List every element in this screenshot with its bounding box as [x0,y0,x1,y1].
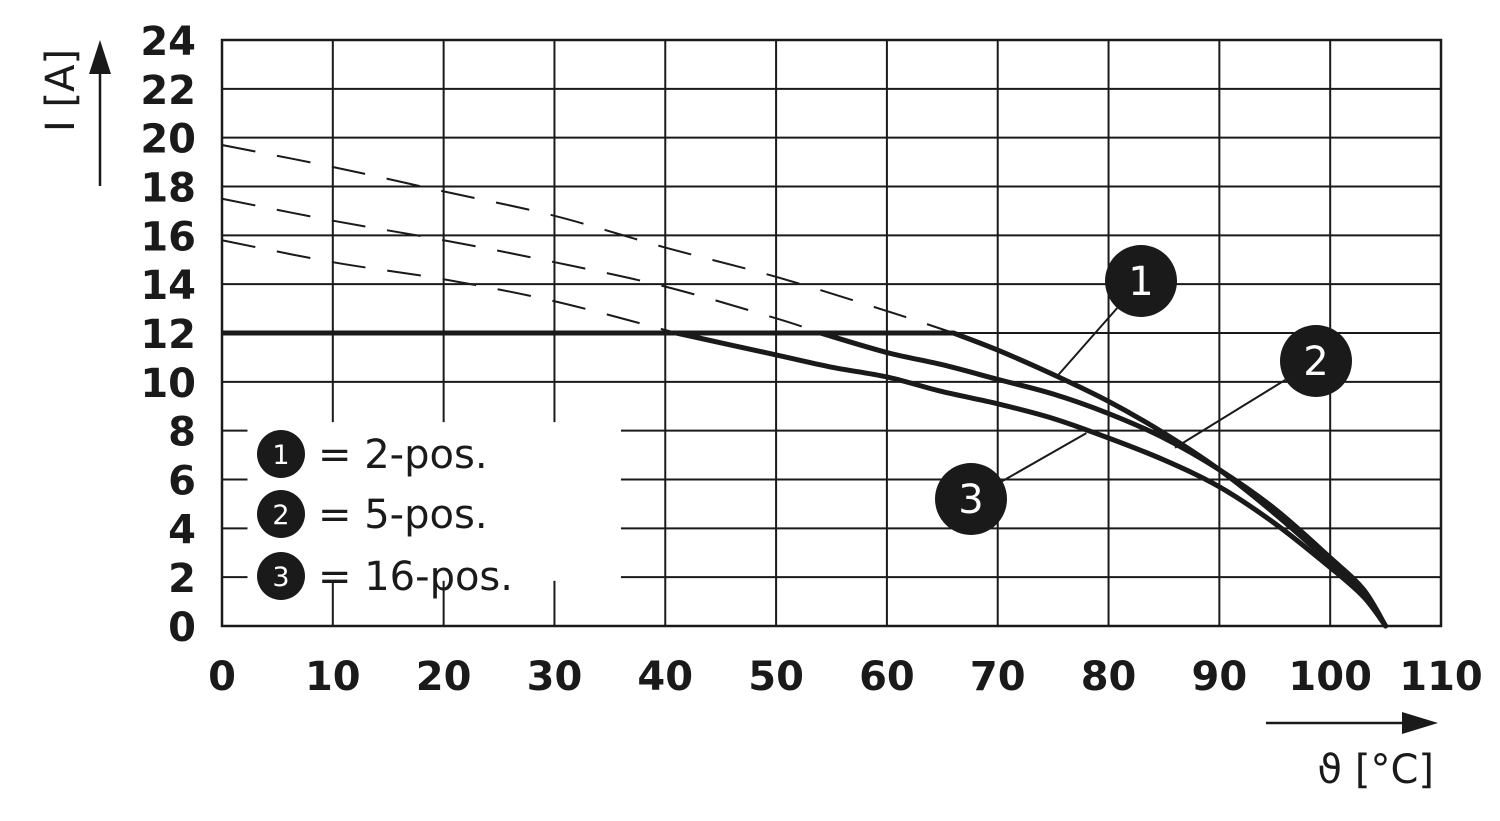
x-axis-arrow-head [1402,712,1438,734]
legend-background [247,422,621,581]
y-tick-label: 8 [168,410,196,456]
legend-badge-2 [257,490,305,538]
x-tick-label: 100 [1288,654,1372,700]
legend: 1 = 2-pos. 2 = 5-pos. 3 = 16-pos. [257,430,513,600]
legend-badge-number: 3 [272,562,289,593]
y-tick-label: 18 [140,166,196,212]
legend-entry-label: = 2-pos. [318,432,488,478]
legend-badge-3 [257,552,305,600]
x-axis-label-group: ϑ [°C] [1266,712,1438,793]
callout-badge-number: 2 [1303,339,1328,385]
callout-badge-number: 3 [958,477,983,523]
x-tick-label: 30 [527,654,583,700]
x-tick-label: 110 [1399,654,1483,700]
y-tick-label: 14 [140,263,196,309]
x-tick-label: 20 [416,654,472,700]
series-3-extrapolation [221,239,677,334]
callout-badge-2 [1280,325,1352,397]
callout-leader-2 [1174,379,1286,449]
x-tick-label: 70 [970,654,1026,700]
legend-badge-number: 2 [272,500,289,531]
grid [220,38,1443,628]
series-3-derating-curve [673,330,1389,629]
legend-entry-label: = 5-pos. [318,492,488,538]
x-tick-label: 10 [305,654,361,700]
y-tick-label: 24 [140,19,196,65]
y-tick-label: 2 [168,556,196,602]
x-tick-label: 0 [208,654,236,700]
callouts: 1 2 3 [935,245,1352,535]
x-tick-label: 90 [1192,654,1248,700]
callout-leader-1 [1057,307,1118,376]
x-tick-label: 50 [748,654,804,700]
y-tick-label: 12 [140,312,196,358]
legend-badge-1 [257,430,305,478]
x-tick-label: 40 [637,654,693,700]
x-tick-label: 60 [859,654,915,700]
y-axis-label-group: I [A] [38,40,111,186]
legend-entry-label: = 16-pos. [318,554,513,600]
tick-labels: 0 10 20 30 40 50 60 70 80 90 100 110024681012141618… [140,19,1482,700]
callout-badge-number: 1 [1128,259,1153,305]
callout-badge-3 [935,463,1007,535]
y-tick-label: 16 [140,214,196,260]
callout-leader-3 [1001,432,1087,483]
y-tick-label: 0 [168,605,196,651]
y-tick-label: 10 [140,361,196,407]
y-axis-label: I [A] [38,49,84,132]
series-2-extrapolation [221,197,821,334]
legend-badge-number: 1 [272,440,289,471]
y-tick-label: 20 [140,117,196,163]
y-tick-label: 22 [140,68,196,114]
series-1-extrapolation [221,144,954,334]
y-tick-label: 4 [168,507,196,553]
x-tick-label: 80 [1081,654,1137,700]
series-lines [221,144,1389,629]
y-axis-arrow-head [89,40,111,74]
callout-badge-1 [1105,245,1177,317]
y-tick-label: 6 [168,459,196,505]
series-2-derating-curve [817,330,1389,629]
x-axis-label: ϑ [°C] [1317,747,1434,793]
legend-box [247,422,621,581]
